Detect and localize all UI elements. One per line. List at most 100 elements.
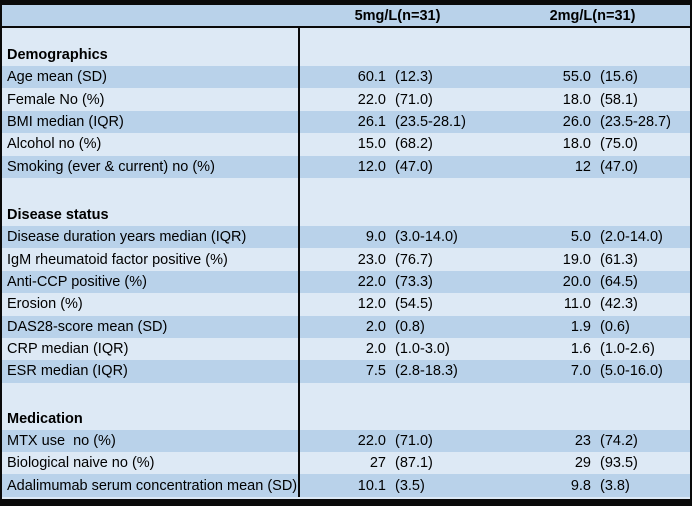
value-number: 26.1 bbox=[357, 113, 386, 130]
value-number: 9.0 bbox=[365, 229, 386, 246]
value-paren: (12.3) bbox=[395, 69, 433, 86]
row-label: Erosion (%) bbox=[2, 293, 300, 316]
blank-row bbox=[2, 28, 690, 44]
value-paren: (3.5) bbox=[395, 477, 425, 494]
value-number: 18.0 bbox=[562, 136, 591, 153]
blank-row bbox=[2, 382, 690, 408]
value-cell-5mg: 23.0 (76.7) bbox=[300, 248, 495, 270]
table-row: Alcohol no (%) 15.0 (68.2) 18.0 (75.0) bbox=[2, 133, 690, 156]
section-header-row: Demographics bbox=[2, 44, 690, 66]
value-cell-5mg: 27 (87.1) bbox=[300, 452, 495, 474]
value-number: 27 bbox=[369, 455, 386, 472]
value-number: 15.0 bbox=[357, 136, 386, 153]
value-paren: (42.3) bbox=[600, 296, 638, 313]
value-cell-2mg: 26.0 (23.5-28.7) bbox=[495, 111, 690, 133]
value-cell-5mg: 2.0 (0.8) bbox=[300, 316, 495, 338]
value-cell-2mg bbox=[495, 178, 690, 204]
table-row: Age mean (SD) 60.1 (12.3) 55.0 (15.6) bbox=[2, 66, 690, 89]
row-label: Smoking (ever & current) no (%) bbox=[2, 155, 300, 178]
value-number: 1.9 bbox=[570, 318, 591, 335]
table-row: Erosion (%) 12.0 (54.5) 11.0 (42.3) bbox=[2, 293, 690, 316]
value-number: 1.6 bbox=[570, 341, 591, 358]
value-number: 26.0 bbox=[562, 113, 591, 130]
table-body: Demographics Age mean (SD) 60.1 (12.3) 55.0 (… bbox=[2, 28, 690, 499]
value-number: 23 bbox=[574, 432, 591, 449]
value-cell-2mg bbox=[495, 204, 690, 226]
table-row: CRP median (IQR) 2.0 (1.0-3.0) 1.6 (1.0-2.6) bbox=[2, 337, 690, 361]
value-paren: (76.7) bbox=[395, 251, 433, 268]
value-number: 23.0 bbox=[357, 251, 386, 268]
value-cell-5mg: 22.0 (73.3) bbox=[300, 271, 495, 293]
value-cell-5mg: 22.0 (71.0) bbox=[300, 430, 495, 452]
table-row: IgM rheumatoid factor positive (%) 23.0 (7… bbox=[2, 248, 690, 271]
value-paren: (1.0-3.0) bbox=[395, 341, 450, 358]
section-title: Medication bbox=[2, 407, 300, 430]
row-label: Adalimumab serum concentration mean (SD) bbox=[2, 474, 300, 497]
value-cell-2mg: 9.8 (3.8) bbox=[495, 474, 690, 496]
row-label bbox=[2, 382, 300, 408]
row-label: DAS28-score mean (SD) bbox=[2, 315, 300, 338]
value-paren: (1.0-2.6) bbox=[600, 341, 655, 358]
value-paren: (0.6) bbox=[600, 318, 630, 335]
value-cell-5mg bbox=[300, 178, 495, 204]
value-cell-2mg bbox=[495, 44, 690, 66]
value-cell-2mg: 18.0 (58.1) bbox=[495, 88, 690, 110]
row-label: Anti-CCP positive (%) bbox=[2, 270, 300, 294]
value-cell-2mg: 11.0 (42.3) bbox=[495, 293, 690, 315]
value-paren: (47.0) bbox=[395, 158, 433, 175]
value-paren: (3.0-14.0) bbox=[395, 229, 458, 246]
value-number: 29 bbox=[574, 455, 591, 472]
value-cell-5mg bbox=[300, 204, 495, 226]
value-cell-2mg: 55.0 (15.6) bbox=[495, 66, 690, 88]
value-cell-5mg: 2.0 (1.0-3.0) bbox=[300, 338, 495, 360]
value-paren: (87.1) bbox=[395, 455, 433, 472]
value-number: 7.0 bbox=[570, 363, 591, 380]
value-cell-2mg bbox=[495, 408, 690, 430]
row-label: IgM rheumatoid factor positive (%) bbox=[2, 248, 300, 271]
table-row: Smoking (ever & current) no (%) 12.0 (47.0… bbox=[2, 155, 690, 178]
value-paren: (93.5) bbox=[600, 455, 638, 472]
value-cell-2mg: 19.0 (61.3) bbox=[495, 248, 690, 270]
table-header-row: 5mg/L(n=31) 2mg/L(n=31) bbox=[2, 5, 690, 28]
value-number: 12 bbox=[574, 158, 591, 175]
value-cell-5mg bbox=[300, 44, 495, 66]
row-label: ESR median (IQR) bbox=[2, 360, 300, 383]
blank-row bbox=[2, 177, 690, 204]
table-row: Female No (%) 22.0 (71.0) 18.0 (58.1) bbox=[2, 88, 690, 111]
value-cell-2mg: 1.9 (0.6) bbox=[495, 316, 690, 338]
value-paren: (71.0) bbox=[395, 91, 433, 108]
value-cell-2mg: 29 (93.5) bbox=[495, 452, 690, 474]
value-paren: (2.0-14.0) bbox=[600, 229, 663, 246]
table-row: BMI median (IQR) 26.1 (23.5-28.1) 26.0 (23.5… bbox=[2, 110, 690, 134]
section-header-row: Medication bbox=[2, 407, 690, 430]
column-header-5mg-label: 5mg/L(n=31) bbox=[354, 7, 441, 24]
value-cell-5mg: 12.0 (54.5) bbox=[300, 293, 495, 315]
row-label: Alcohol no (%) bbox=[2, 133, 300, 156]
value-cell-2mg: 5.0 (2.0-14.0) bbox=[495, 226, 690, 248]
value-cell-5mg: 26.1 (23.5-28.1) bbox=[300, 111, 495, 133]
row-label bbox=[2, 177, 300, 204]
value-number: 7.5 bbox=[365, 363, 386, 380]
table-row: Anti-CCP positive (%) 22.0 (73.3) 20.0 (64.5… bbox=[2, 270, 690, 294]
section-title: Disease status bbox=[2, 203, 300, 226]
value-cell-5mg bbox=[300, 28, 495, 44]
table-row: Biological naive no (%) 27 (87.1) 29 (93.5) bbox=[2, 452, 690, 475]
value-cell-2mg bbox=[495, 383, 690, 408]
row-label: Biological naive no (%) bbox=[2, 452, 300, 475]
value-paren: (61.3) bbox=[600, 251, 638, 268]
table-row: DAS28-score mean (SD) 2.0 (0.8) 1.9 (0.6) bbox=[2, 315, 690, 338]
row-label bbox=[2, 28, 300, 44]
value-cell-2mg: 18.0 (75.0) bbox=[495, 133, 690, 155]
value-paren: (73.3) bbox=[395, 273, 433, 290]
row-label: Age mean (SD) bbox=[2, 66, 300, 89]
value-number: 60.1 bbox=[357, 69, 386, 86]
value-paren: (64.5) bbox=[600, 273, 638, 290]
table-row: MTX use no (%) 22.0 (71.0) 23 (74.2) bbox=[2, 429, 690, 453]
value-number: 9.8 bbox=[570, 477, 591, 494]
value-number: 20.0 bbox=[562, 273, 591, 290]
column-header-2mg: 2mg/L(n=31) bbox=[495, 8, 690, 24]
row-label: CRP median (IQR) bbox=[2, 337, 300, 361]
value-cell-5mg: 22.0 (71.0) bbox=[300, 88, 495, 110]
value-paren: (2.8-18.3) bbox=[395, 363, 458, 380]
value-number: 12.0 bbox=[357, 296, 386, 313]
